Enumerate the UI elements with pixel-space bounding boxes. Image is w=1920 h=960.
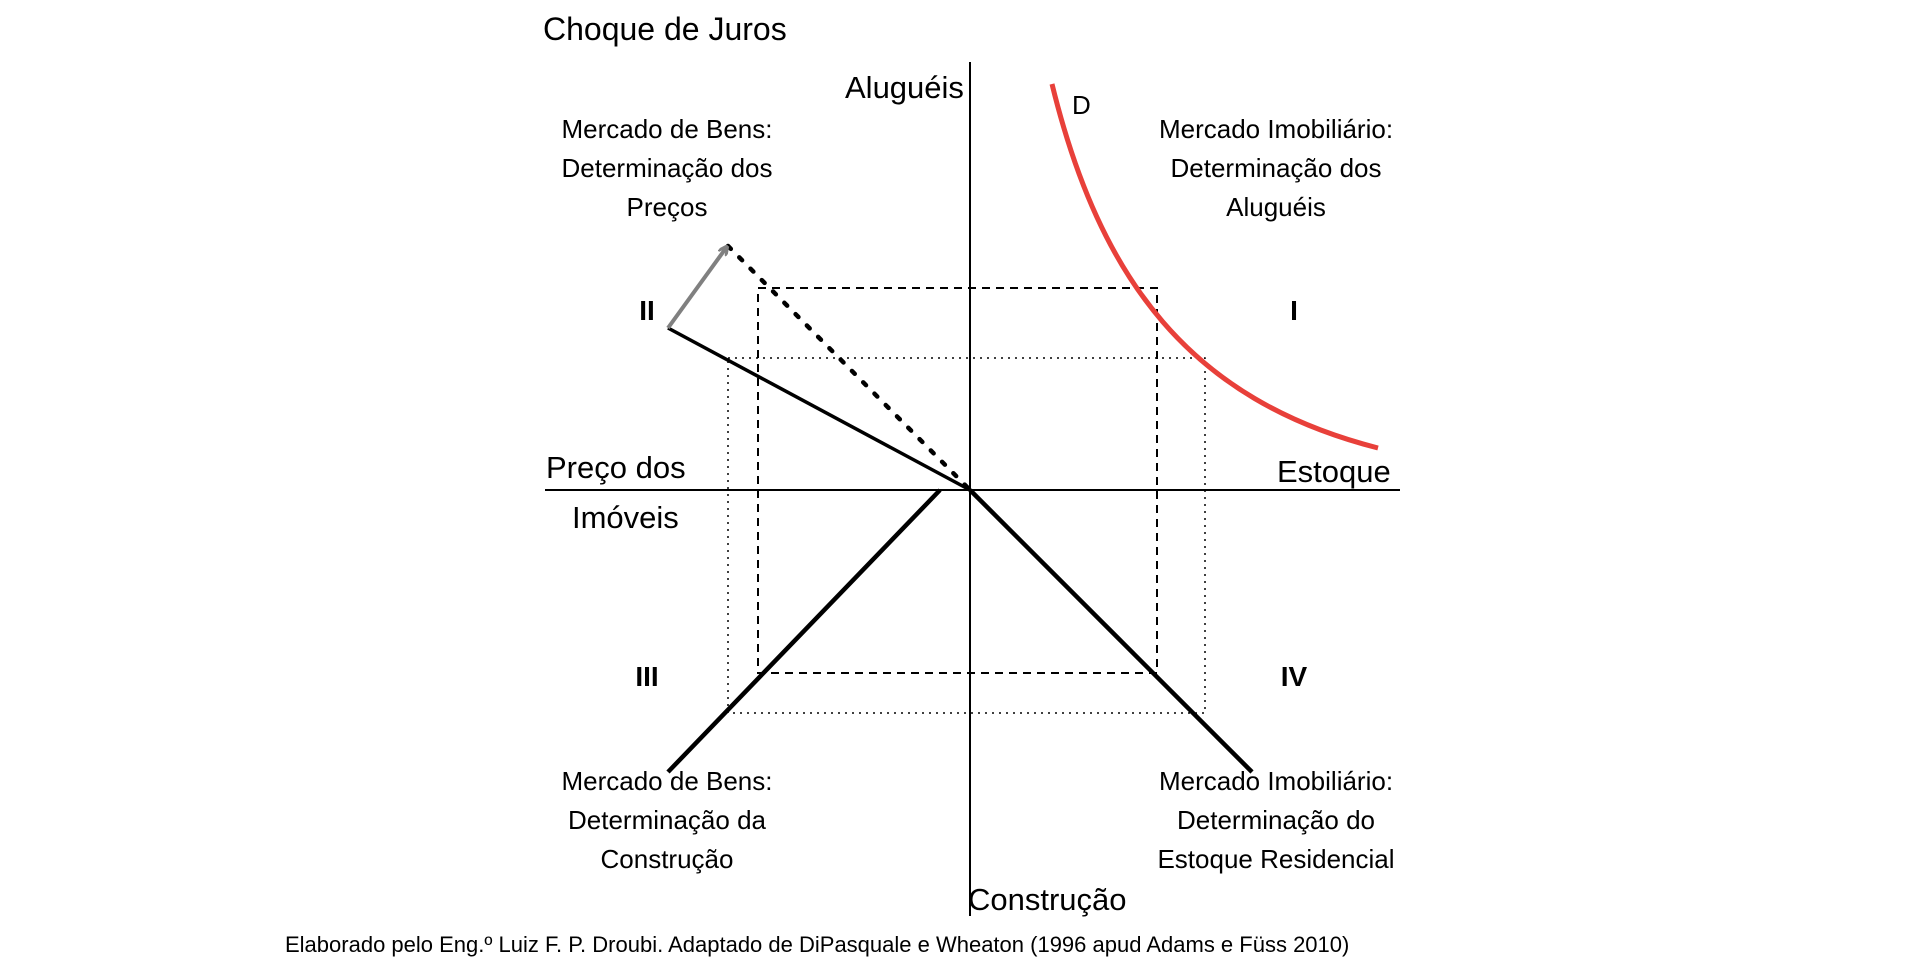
axis-label-stock: Estoque <box>1277 454 1391 489</box>
source-credit: Elaborado pelo Eng.º Luiz F. P. Droubi. … <box>285 932 1349 957</box>
diagram-title: Choque de Juros <box>543 11 787 47</box>
demand-curve-label: D <box>1072 90 1091 120</box>
quadrant-numeral-iv: IV <box>1281 661 1308 692</box>
axis-label-rents: Aluguéis <box>845 70 964 105</box>
quadrant-iii-desc-line2: Determinação da <box>568 805 767 835</box>
quadrant-i-desc-line1: Mercado Imobiliário: <box>1159 114 1393 144</box>
construction-line <box>666 488 942 774</box>
quadrant-ii-desc-line3: Preços <box>627 192 708 222</box>
quadrant-ii-desc-line1: Mercado de Bens: <box>561 114 772 144</box>
axis-label-construction: Construção <box>968 882 1127 917</box>
shift-arrow <box>666 248 726 330</box>
quadrant-iv-desc-line1: Mercado Imobiliário: <box>1159 766 1393 796</box>
dotted-equilibrium-rect <box>727 357 1206 714</box>
quadrant-iv-desc-line3: Estoque Residencial <box>1157 844 1394 874</box>
stock-line <box>968 488 1254 774</box>
quadrant-numeral-ii: II <box>639 295 655 326</box>
axis-label-price-line1: Preço dos <box>546 450 686 485</box>
quadrant-i-desc-line2: Determinação dos <box>1171 153 1382 183</box>
quadrant-i-desc-line3: Aluguéis <box>1226 192 1326 222</box>
price-line <box>667 326 971 492</box>
quadrant-iii-desc-line3: Construção <box>601 844 734 874</box>
demand-curve <box>1049 83 1379 451</box>
quadrant-iii-desc-line1: Mercado de Bens: <box>561 766 772 796</box>
quadrant-numeral-i: I <box>1290 295 1298 326</box>
quadrant-iv-desc-line2: Determinação do <box>1177 805 1375 835</box>
quadrant-numeral-iii: III <box>635 661 658 692</box>
axis-label-price-line2: Imóveis <box>572 500 679 535</box>
dashed-equilibrium-rect <box>757 287 1158 674</box>
quadrant-ii-desc-line2: Determinação dos <box>562 153 773 183</box>
shifted-price-line <box>725 243 973 493</box>
